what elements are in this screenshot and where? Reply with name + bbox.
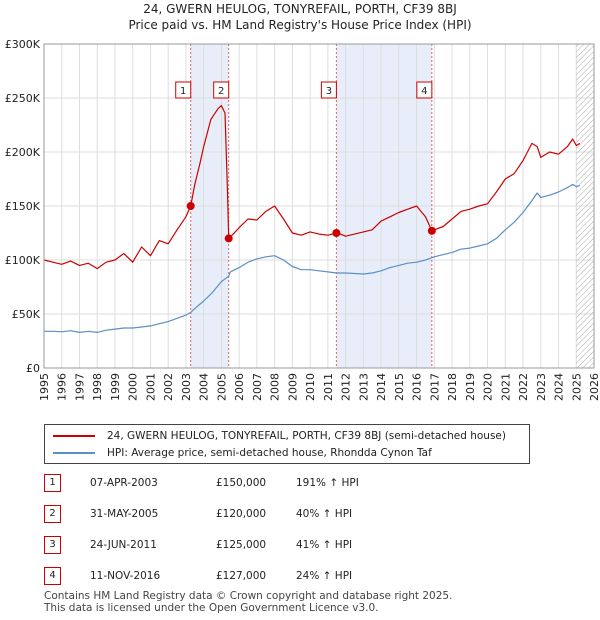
x-tick-label: 2018: [446, 373, 459, 401]
sale-badge-label: 3: [326, 86, 332, 97]
y-tick-label: £300K: [5, 38, 41, 51]
y-tick-label: £200K: [5, 146, 41, 159]
sale-point: [186, 202, 195, 210]
sale-badge: [320, 81, 337, 99]
property-price-line: [43, 104, 581, 270]
x-tick-label: 2025: [570, 373, 583, 401]
sale-hpi-change: 24% ↑ HPI: [296, 570, 353, 582]
x-tick-label: 2017: [428, 373, 441, 401]
x-tick-label: 2001: [144, 373, 157, 401]
sale-date: 07-APR-2003: [90, 477, 158, 489]
x-tick-label: 2000: [127, 373, 140, 401]
sale-row: 2 31-MAY-2005 £120,000 40% ↑ HPI: [0, 505, 600, 525]
legend-swatch-property: [53, 435, 95, 437]
sale-number-badge: 1: [44, 474, 61, 492]
x-tick-label: 2026: [588, 373, 600, 401]
y-tick-label: £50K: [12, 308, 41, 321]
chart-subtitle: Price paid vs. HM Land Registry's House …: [128, 18, 472, 32]
sale-price: £127,000: [216, 570, 267, 582]
sale-point: [332, 229, 341, 237]
x-tick-label: 1999: [109, 373, 122, 401]
sale-badge-label: 4: [421, 86, 427, 97]
sale-number-badge: 4: [44, 567, 61, 585]
legend-item-hpi: HPI: Average price, semi-detached house,…: [53, 445, 432, 461]
x-tick-label: 2007: [251, 373, 264, 401]
footer-copyright: Contains HM Land Registry data © Crown c…: [44, 590, 453, 602]
x-tick-label: 2015: [393, 373, 406, 401]
sale-hpi-change: 191% ↑ HPI: [296, 477, 359, 489]
sale-badge-label: 2: [218, 86, 224, 97]
x-tick-label: 1996: [56, 373, 69, 401]
legend: 24, GWERN HEULOG, TONYREFAIL, PORTH, CF3…: [44, 424, 530, 464]
footer: Contains HM Land Registry data © Crown c…: [44, 590, 452, 614]
x-tick-label: 2024: [553, 373, 566, 401]
sale-number-badge: 2: [44, 505, 61, 523]
x-tick-label: 2005: [215, 373, 228, 401]
sale-point: [224, 234, 233, 243]
x-tick-label: 2008: [269, 373, 282, 401]
sale-hpi-change: 41% ↑ HPI: [296, 539, 353, 551]
chart-title: 24, GWERN HEULOG, TONYREFAIL, PORTH, CF3…: [143, 2, 457, 16]
sale-badge: [175, 81, 192, 99]
legend-label-property: 24, GWERN HEULOG, TONYREFAIL, PORTH, CF3…: [107, 430, 506, 442]
sale-badge: [416, 81, 433, 99]
legend-swatch-hpi: [53, 452, 95, 454]
x-tick-label: 2011: [322, 373, 335, 401]
forecast-hatch: [576, 44, 594, 368]
sale-price: £120,000: [216, 508, 267, 520]
x-tick-label: 1997: [73, 373, 86, 401]
sale-price: £125,000: [216, 539, 267, 551]
x-tick-label: 2016: [411, 373, 424, 401]
sale-row: 4 11-NOV-2016 £127,000 24% ↑ HPI: [0, 567, 600, 587]
sale-price: £150,000: [216, 477, 267, 489]
sale-row: 1 07-APR-2003 £150,000 191% ↑ HPI: [0, 474, 600, 494]
x-tick-label: 1998: [91, 373, 104, 401]
y-tick-label: £100K: [5, 254, 41, 267]
sale-row: 3 24-JUN-2011 £125,000 41% ↑ HPI: [0, 536, 600, 556]
y-tick-label: £150K: [5, 200, 41, 213]
footer-licence: This data is licensed under the Open Gov…: [44, 602, 379, 614]
x-tick-label: 2019: [464, 373, 477, 401]
sale-date: 24-JUN-2011: [90, 539, 157, 551]
x-tick-label: 2023: [535, 373, 548, 401]
x-tick-label: 2013: [357, 373, 370, 401]
plot-frame: [43, 43, 595, 369]
x-tick-label: 2014: [375, 373, 388, 401]
x-tick-label: 2002: [162, 373, 175, 401]
price-chart: 1 2 3 4 £0 £50K £100K £150K £200K £250K £300K 1995…: [5, 38, 600, 401]
x-tick-label: 2010: [304, 373, 317, 401]
x-tick-label: 2020: [482, 373, 495, 401]
y-tick-label: £0: [26, 362, 40, 375]
x-tick-label: 2003: [180, 373, 193, 401]
x-tick-label: 1995: [38, 373, 51, 401]
x-tick-label: 2006: [233, 373, 246, 401]
y-tick-label: £250K: [5, 92, 41, 105]
sale-badge-label: 1: [180, 86, 186, 97]
hpi-line: [44, 183, 580, 333]
x-tick-label: 2022: [517, 373, 530, 401]
sale-hpi-change: 40% ↑ HPI: [296, 508, 353, 520]
x-tick-label: 2012: [340, 373, 353, 401]
legend-label-hpi: HPI: Average price, semi-detached house,…: [107, 447, 432, 459]
x-tick-label: 2009: [286, 373, 299, 401]
sale-point: [427, 226, 436, 235]
x-tick-label: 2021: [499, 373, 512, 401]
sale-badge: [213, 81, 230, 99]
sale-date: 31-MAY-2005: [90, 508, 159, 520]
x-tick-label: 2004: [198, 373, 211, 401]
sale-date: 11-NOV-2016: [90, 570, 161, 582]
legend-item-property: 24, GWERN HEULOG, TONYREFAIL, PORTH, CF3…: [53, 428, 506, 444]
sale-number-badge: 3: [44, 536, 61, 554]
